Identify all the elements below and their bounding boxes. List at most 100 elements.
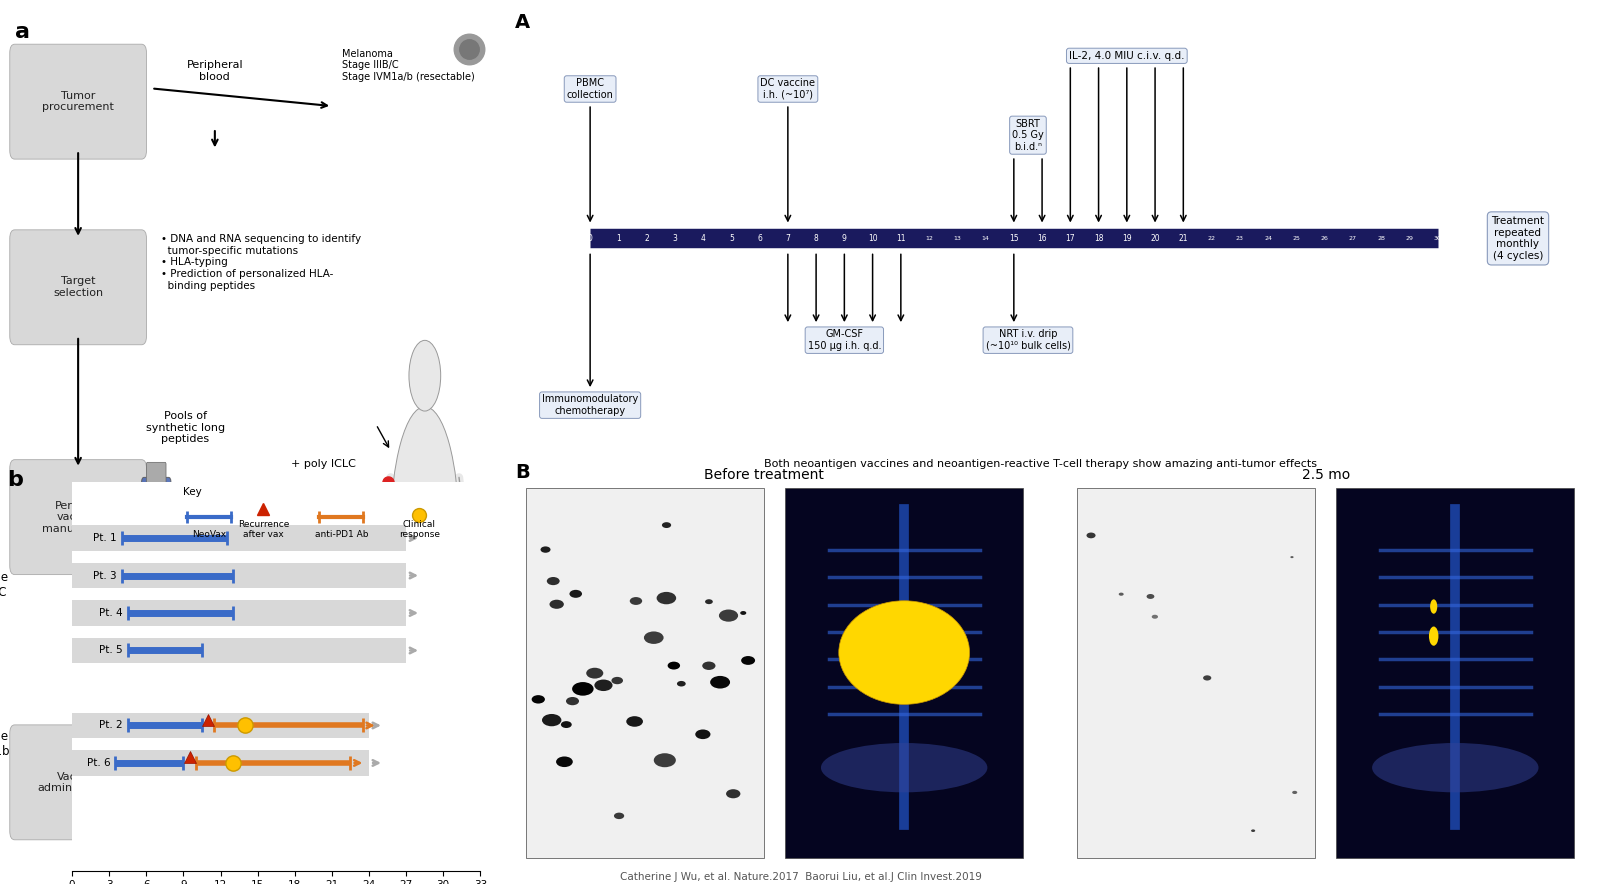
Text: GM-CSF
150 μg i.h. q.d.: GM-CSF 150 μg i.h. q.d. [807,330,881,351]
Ellipse shape [1087,532,1095,538]
Text: Pt. 5: Pt. 5 [99,645,123,655]
Ellipse shape [612,677,623,684]
Ellipse shape [549,599,564,609]
Ellipse shape [1146,594,1154,599]
Text: NRT i.v. drip
(~10¹⁰ bulk cells): NRT i.v. drip (~10¹⁰ bulk cells) [986,330,1071,351]
Text: Treatment
repeated
monthly
(4 cycles): Treatment repeated monthly (4 cycles) [1492,216,1545,261]
Bar [328,731,341,745]
Text: 0: 0 [158,760,165,770]
Bar [379,731,392,745]
Ellipse shape [541,546,551,552]
Bar [367,731,379,745]
FancyBboxPatch shape [1077,488,1314,858]
Text: 27: 27 [1348,236,1356,241]
Ellipse shape [1250,829,1255,832]
Text: Immunomodulatory
chemotherapy: Immunomodulatory chemotherapy [543,394,639,416]
Text: 16: 16 [360,760,373,770]
Text: 20: 20 [1150,234,1159,243]
Text: 3: 3 [672,234,677,243]
Bar [392,731,405,745]
Text: DC vaccine
i.h. (~10⁷): DC vaccine i.h. (~10⁷) [760,78,815,100]
Bar [175,731,187,745]
FancyBboxPatch shape [527,488,764,858]
Bar [443,731,456,745]
Ellipse shape [653,753,676,767]
Text: Weeks: Weeks [296,787,333,796]
FancyBboxPatch shape [10,44,147,159]
Ellipse shape [532,695,544,704]
Bar [418,731,431,745]
Bar [72,750,368,776]
Text: 15: 15 [1009,234,1018,243]
Bar [72,525,407,551]
Text: 9: 9 [842,234,847,243]
Text: Pt. 3: Pt. 3 [93,570,117,581]
Ellipse shape [741,656,756,665]
Bar [213,731,226,745]
Text: b: b [6,470,22,490]
Text: A: A [516,13,530,32]
Text: 28: 28 [1377,236,1385,241]
Bar [456,731,469,745]
Bar [72,637,407,663]
Ellipse shape [629,597,642,605]
Ellipse shape [567,697,580,705]
FancyBboxPatch shape [784,488,1023,858]
Text: 14: 14 [981,236,989,241]
Text: B: B [179,530,187,540]
Text: Pt. 6: Pt. 6 [86,758,110,768]
Ellipse shape [556,757,573,767]
Ellipse shape [1292,791,1297,794]
Text: Pools of
synthetic long
peptides: Pools of synthetic long peptides [146,411,226,445]
Ellipse shape [1430,627,1438,645]
Text: C: C [207,552,213,562]
Text: Pt. 2: Pt. 2 [99,720,123,730]
Text: 2.5 mo: 2.5 mo [1302,468,1350,482]
Ellipse shape [594,680,613,691]
Text: B: B [516,463,530,483]
Bar [431,731,443,745]
Ellipse shape [839,601,970,705]
Text: Boost: Boost [384,693,416,703]
Bar [72,713,368,738]
Ellipse shape [719,609,738,621]
Text: Both neoantigen vaccines and neoantigen-reactive T-cell therapy show amazing ant: Both neoantigen vaccines and neoantigen-… [764,460,1318,469]
Text: 2: 2 [644,234,648,243]
Bar [72,562,407,589]
Text: D: D [232,574,240,584]
Text: 17: 17 [1066,234,1076,243]
Text: Catherine J Wu, et al. Nature.2017  Baorui Liu, et al.J Clin Invest.2019: Catherine J Wu, et al. Nature.2017 Baoru… [620,873,981,882]
Bar [290,731,303,745]
FancyBboxPatch shape [173,484,192,506]
Ellipse shape [391,407,459,654]
Text: 25: 25 [1292,236,1300,241]
Text: 24: 24 [463,760,475,770]
Bar [226,731,239,745]
Bar [277,731,290,745]
Bar [354,731,367,745]
Ellipse shape [560,721,572,728]
Ellipse shape [613,812,624,819]
Text: IL-2, 4.0 MIU c.i.v. q.d.: IL-2, 4.0 MIU c.i.v. q.d. [1069,50,1185,61]
FancyBboxPatch shape [223,544,251,623]
Ellipse shape [703,661,716,670]
Text: Stage
IIIB/C: Stage IIIB/C [0,571,8,598]
Ellipse shape [1290,556,1294,558]
Text: Melanoma
Stage IIIB/C
Stage IVM1a/b (resectable): Melanoma Stage IIIB/C Stage IVM1a/b (res… [343,49,474,82]
Text: Target
selection: Target selection [53,277,102,298]
FancyBboxPatch shape [10,230,147,345]
Text: 16: 16 [1037,234,1047,243]
Text: 12: 12 [925,236,933,241]
Bar [264,731,277,745]
Ellipse shape [1151,614,1158,619]
Text: • DNA and RNA sequencing to identify
  tumor-specific mutations
• HLA-typing
• P: • DNA and RNA sequencing to identify tum… [162,234,362,291]
Ellipse shape [644,631,663,644]
FancyBboxPatch shape [147,462,167,484]
Text: 8: 8 [813,234,818,243]
Bar [187,731,200,745]
Ellipse shape [1202,675,1212,681]
Ellipse shape [704,599,712,604]
Text: 30: 30 [1433,236,1441,241]
Text: 10: 10 [868,234,877,243]
FancyBboxPatch shape [195,522,224,601]
